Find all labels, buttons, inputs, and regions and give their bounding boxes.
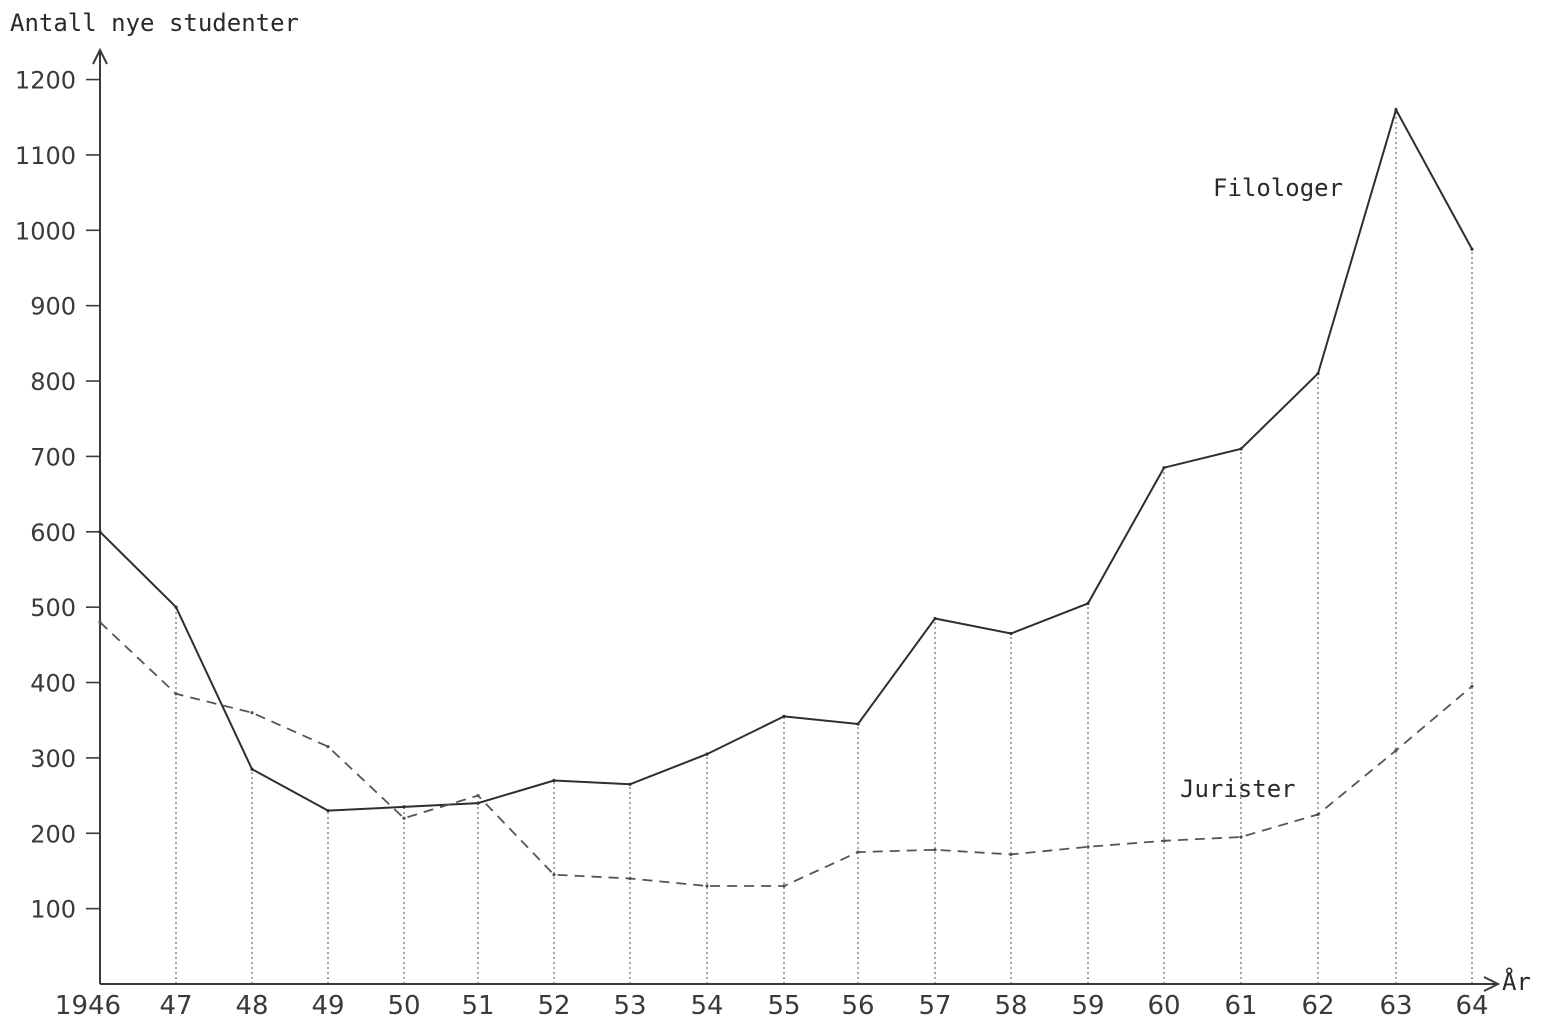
x-tick-label: 61 bbox=[1224, 991, 1257, 1021]
x-tick-label: 50 bbox=[387, 991, 420, 1021]
data-point-jurister bbox=[476, 794, 480, 798]
y-tick-label: 600 bbox=[30, 519, 76, 547]
x-tick-label: 54 bbox=[690, 991, 723, 1021]
drop-lines bbox=[175, 109, 1473, 984]
x-tick-label: 53 bbox=[613, 991, 646, 1021]
data-point-filologer bbox=[782, 714, 786, 719]
data-point-filologer bbox=[98, 530, 102, 534]
y-ticks: 100 200 300 400 500 600 700 800 900 1000 1100 1200 bbox=[15, 67, 100, 924]
x-tick-label: 64 bbox=[1455, 991, 1488, 1021]
series-label-filologer: Filologer bbox=[1213, 174, 1343, 202]
data-point-jurister bbox=[250, 711, 254, 715]
data-point-filologer bbox=[933, 616, 937, 621]
data-point-filologer bbox=[402, 805, 406, 809]
data-point-jurister bbox=[1316, 812, 1320, 817]
data-point-jurister bbox=[98, 620, 102, 624]
data-point-jurister bbox=[782, 884, 786, 888]
x-tick-label: 63 bbox=[1379, 991, 1412, 1021]
data-point-jurister bbox=[856, 850, 860, 854]
x-tick-label: 49 bbox=[311, 991, 344, 1021]
y-tick-label: 700 bbox=[30, 443, 76, 471]
data-point-jurister bbox=[1394, 748, 1398, 753]
data-point-filologer bbox=[1009, 631, 1013, 636]
y-tick-label: 1000 bbox=[15, 217, 76, 245]
data-point-jurister bbox=[1009, 852, 1013, 857]
x-tick-label: 47 bbox=[159, 991, 192, 1021]
data-point-jurister bbox=[326, 745, 330, 749]
data-point-jurister bbox=[174, 692, 178, 696]
y-tick-label: 1100 bbox=[15, 142, 76, 170]
y-tick-label: 1200 bbox=[15, 67, 76, 95]
y-tick-label: 400 bbox=[30, 670, 76, 698]
data-point-jurister bbox=[1470, 684, 1474, 688]
x-tick-label: 59 bbox=[1071, 991, 1104, 1021]
series-label-jurister: Jurister bbox=[1180, 775, 1296, 803]
x-tick-label: 48 bbox=[235, 991, 268, 1021]
data-point-filologer bbox=[1239, 447, 1243, 451]
x-tick-label: 62 bbox=[1301, 991, 1334, 1021]
series-lines bbox=[98, 107, 1474, 888]
x-tick-label: 56 bbox=[841, 991, 874, 1021]
x-axis-arrow bbox=[1483, 976, 1501, 992]
data-point-filologer bbox=[856, 722, 860, 726]
y-tick-label: 200 bbox=[30, 820, 76, 848]
y-tick-label: 900 bbox=[30, 293, 76, 321]
data-point-jurister bbox=[1086, 845, 1090, 849]
y-tick-label: 800 bbox=[30, 368, 76, 396]
y-tick-label: 500 bbox=[30, 594, 76, 622]
data-point-filologer bbox=[1162, 466, 1166, 470]
series-line-filologer bbox=[99, 107, 1473, 812]
data-point-filologer bbox=[174, 605, 178, 609]
data-point-filologer bbox=[1316, 371, 1320, 376]
y-axis-arrow bbox=[92, 47, 108, 65]
y-tick-label: 100 bbox=[30, 896, 76, 924]
data-point-filologer bbox=[476, 801, 480, 805]
data-point-jurister bbox=[402, 816, 406, 820]
data-point-jurister bbox=[933, 848, 937, 852]
data-point-filologer bbox=[250, 767, 254, 771]
x-tick-label: 1946 bbox=[55, 991, 121, 1021]
x-tick-label: 60 bbox=[1147, 991, 1180, 1021]
data-point-jurister bbox=[1239, 835, 1243, 839]
x-tick-label: 52 bbox=[537, 991, 570, 1021]
data-point-filologer bbox=[1086, 601, 1090, 606]
data-point-filologer bbox=[1470, 247, 1474, 251]
x-tick-label: 51 bbox=[461, 991, 494, 1021]
data-point-jurister bbox=[1162, 839, 1166, 843]
x-ticks: 1946 47 48 49 50 51 52 53 54 55 56 57 58 59 60 61 62 63 64 bbox=[55, 991, 1489, 1021]
y-axis-label: Antall nye studenter bbox=[10, 9, 299, 37]
data-point-filologer bbox=[1394, 108, 1398, 112]
data-point-jurister bbox=[552, 873, 556, 877]
x-tick-label: 55 bbox=[767, 991, 800, 1021]
y-tick-label: 300 bbox=[30, 745, 76, 773]
data-point-filologer bbox=[552, 778, 556, 783]
series-line-jurister bbox=[99, 621, 1473, 887]
x-tick-label: 58 bbox=[994, 991, 1027, 1021]
data-point-filologer bbox=[705, 752, 709, 756]
data-point-jurister bbox=[705, 884, 709, 888]
data-point-filologer bbox=[628, 782, 632, 786]
x-tick-label: 57 bbox=[918, 991, 951, 1021]
axes bbox=[92, 47, 1501, 992]
data-point-filologer bbox=[326, 809, 330, 813]
data-point-jurister bbox=[628, 876, 632, 881]
x-axis-label: År bbox=[1502, 967, 1531, 996]
